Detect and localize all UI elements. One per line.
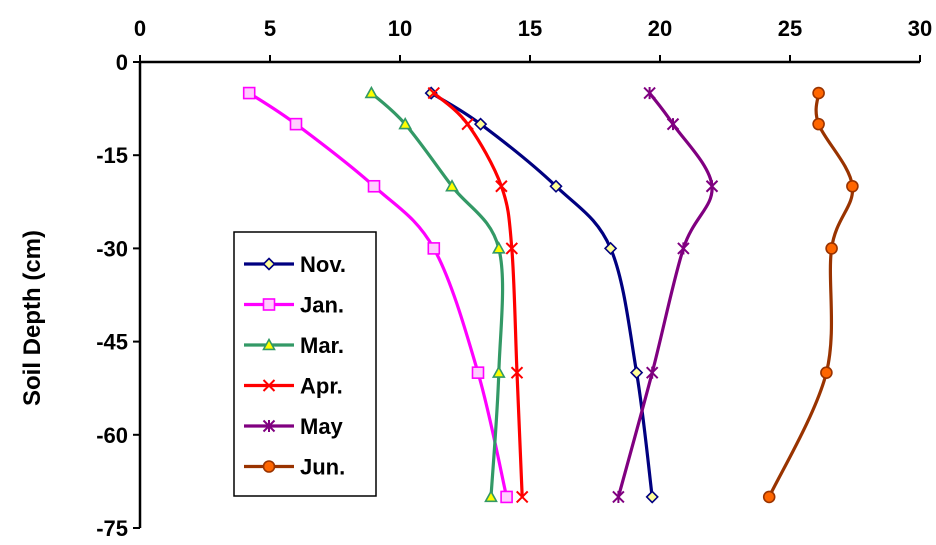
- series-line: [616, 92, 714, 498]
- legend-label: Nov.: [300, 252, 346, 277]
- series-layer: [242, 85, 859, 504]
- legend-entry: Mar.: [244, 333, 344, 358]
- axes: 0 5 10 15 20 25 30 0 -15 -30 -45 -60 -75: [96, 16, 932, 541]
- data-point: [364, 85, 379, 99]
- data-point: [505, 242, 519, 255]
- x-tick-label: 10: [388, 16, 412, 41]
- y-tick-label: -30: [96, 236, 128, 261]
- data-point: [367, 179, 381, 193]
- data-point: [491, 241, 506, 254]
- legend-marker: [262, 337, 276, 351]
- x-tick-label: 25: [778, 16, 802, 41]
- series-nov: [424, 86, 659, 504]
- data-point: [666, 117, 680, 131]
- data-point: [510, 366, 524, 379]
- data-point: [645, 490, 659, 504]
- legend-entry: Nov.: [244, 252, 346, 277]
- data-point: [473, 117, 488, 131]
- data-point: [705, 180, 719, 193]
- data-point: [445, 179, 459, 192]
- x-tick-label: 15: [518, 16, 542, 41]
- x-tick-label: 30: [908, 16, 932, 41]
- legend-label: Jun.: [300, 455, 345, 480]
- data-point: [820, 366, 833, 379]
- data-point: [677, 242, 690, 255]
- data-point: [491, 365, 506, 378]
- y-axis-title: Soil Depth (cm): [19, 230, 46, 406]
- legend-label: Jan.: [300, 293, 344, 318]
- legend-marker: [262, 257, 276, 271]
- series-line: [370, 91, 505, 498]
- series-mar: [364, 85, 506, 503]
- data-point: [603, 241, 618, 256]
- data-point: [398, 116, 413, 130]
- data-point: [762, 490, 776, 504]
- y-tick-label: -15: [96, 143, 128, 168]
- legend-label: May: [300, 414, 344, 439]
- data-point: [645, 366, 659, 379]
- legend-label: Mar.: [300, 333, 344, 358]
- data-point: [461, 117, 474, 131]
- data-point: [612, 490, 625, 504]
- data-point: [643, 86, 656, 100]
- legend-entry: May: [244, 414, 344, 439]
- data-point: [427, 86, 441, 100]
- data-point: [471, 366, 485, 379]
- legend: Nov. Jan. Mar. Apr. May Jun.: [233, 231, 377, 497]
- series-line: [767, 92, 855, 498]
- data-point: [427, 242, 441, 255]
- data-point: [812, 117, 825, 131]
- legend-marker: [262, 379, 276, 392]
- data-point: [549, 179, 563, 193]
- data-point: [825, 242, 838, 255]
- legend-entry: Jan.: [244, 293, 344, 318]
- series-may: [612, 86, 719, 504]
- data-point: [846, 179, 859, 193]
- y-tick-label: 0: [116, 50, 128, 75]
- legend-entry: Apr.: [244, 374, 343, 399]
- data-point: [629, 366, 644, 380]
- data-point: [515, 490, 529, 504]
- data-point: [242, 86, 256, 100]
- y-tick-label: -60: [96, 423, 128, 448]
- y-tick-label: -45: [96, 330, 128, 355]
- legend-marker: [262, 419, 276, 433]
- x-tick-label: 0: [134, 16, 146, 41]
- series-apr: [427, 86, 529, 504]
- series-line: [430, 91, 654, 498]
- x-tick-label: 5: [264, 16, 276, 41]
- data-point: [500, 490, 513, 504]
- legend-marker: [262, 298, 276, 311]
- legend-marker: [262, 460, 276, 473]
- series-line: [432, 91, 524, 497]
- legend-entry: Jun.: [244, 455, 345, 480]
- data-point: [289, 117, 303, 131]
- data-point: [812, 86, 825, 100]
- y-tick-label: -75: [96, 516, 128, 541]
- data-point: [484, 489, 498, 503]
- series-jun: [762, 86, 859, 504]
- x-tick-label: 20: [648, 16, 672, 41]
- data-point: [495, 180, 508, 193]
- series-jan: [242, 86, 513, 504]
- legend-label: Apr.: [300, 374, 343, 399]
- legend-box: [233, 231, 377, 497]
